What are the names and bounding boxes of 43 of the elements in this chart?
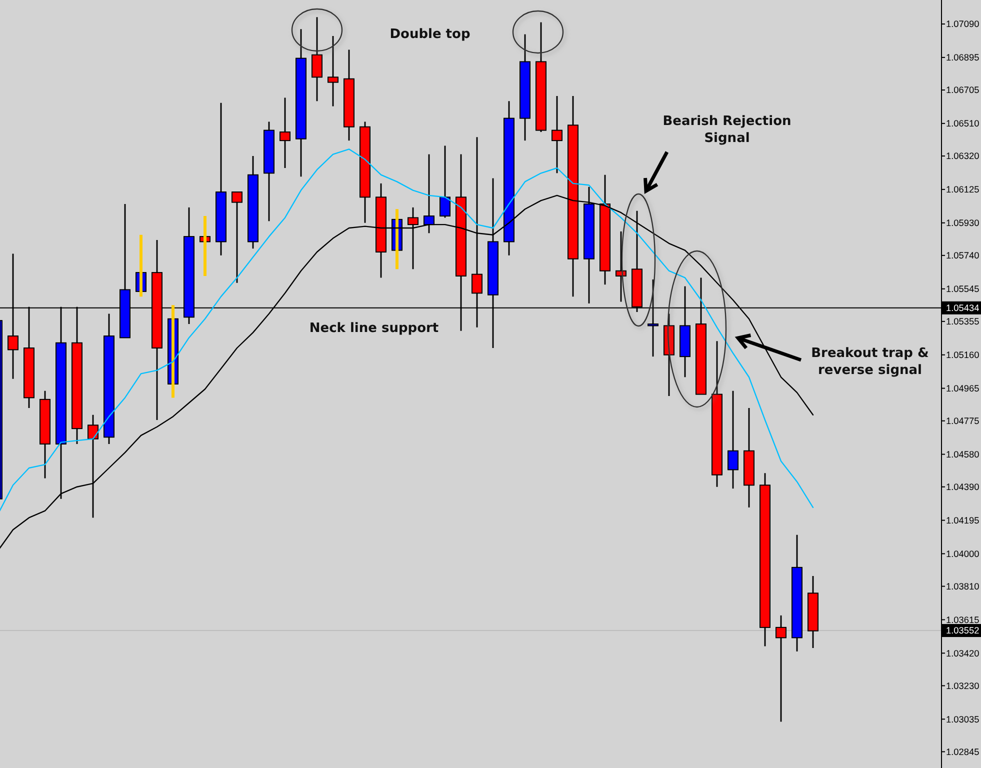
ref-line-label: 1.03552: [946, 626, 980, 636]
y-tick-label: 1.05740: [946, 250, 980, 261]
y-tick-label: 1.04775: [946, 416, 980, 426]
y-tick-label: 1.06895: [946, 52, 980, 63]
candlestick: [440, 145, 450, 218]
y-tick-label: 1.03810: [946, 582, 980, 592]
y-tick-label: 1.03035: [946, 714, 980, 724]
candlestick: [552, 95, 562, 174]
y-tick-label: 1.05160: [946, 350, 980, 360]
y-tick-label: 1.04580: [946, 450, 980, 460]
y-tick-label: 1.06125: [946, 184, 980, 195]
y-tick-label: 1.06510: [946, 118, 980, 129]
candlestick: [408, 206, 418, 270]
annotation: Breakout trap & reverse signal: [811, 346, 929, 378]
candlestick: [776, 614, 786, 722]
candlestick: [328, 35, 338, 107]
bar: [204, 216, 206, 276]
y-tick-label: 1.04390: [946, 482, 980, 492]
candlestick: [88, 414, 98, 518]
y-tick-label: 1.04195: [946, 516, 980, 526]
candlestick: [312, 16, 322, 102]
bar: [140, 234, 142, 297]
y-tick-label: 1.06320: [946, 151, 980, 162]
y-tick-label: 1.03420: [946, 648, 980, 658]
y-tick-label: 1.05355: [946, 316, 980, 327]
bar: [396, 209, 398, 270]
bar: [172, 305, 174, 398]
y-tick-label: 1.05930: [946, 218, 980, 228]
candlestick: [728, 390, 738, 490]
y-tick-label: 1.03615: [946, 614, 980, 625]
annotation: Double top: [390, 27, 470, 42]
y-tick-label: 1.04965: [946, 384, 980, 394]
y-tick-label: 1.06705: [946, 85, 980, 96]
y-tick-label: 1.05545: [946, 284, 980, 294]
y-tick-label: 1.04000: [946, 548, 980, 559]
candlestick: [232, 191, 242, 284]
y-tick-label: 1.07090: [946, 19, 980, 30]
candlestick: [280, 97, 290, 169]
y-tick-label: 1.03230: [946, 680, 980, 691]
ref-line-label: 1.05434: [946, 303, 980, 314]
annotation: Bearish Rejection Signal: [662, 114, 792, 146]
y-tick-label: 1.02845: [946, 746, 980, 757]
annotation: Neck line support: [309, 321, 439, 336]
